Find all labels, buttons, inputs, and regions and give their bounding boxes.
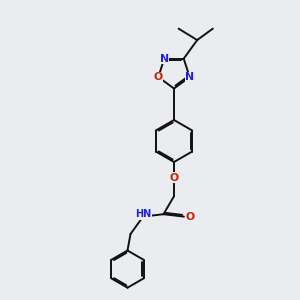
Text: HN: HN bbox=[135, 209, 151, 219]
Text: O: O bbox=[154, 72, 163, 82]
Text: O: O bbox=[169, 172, 178, 183]
Text: N: N bbox=[185, 72, 194, 82]
Text: N: N bbox=[160, 54, 169, 64]
Text: O: O bbox=[186, 212, 195, 222]
